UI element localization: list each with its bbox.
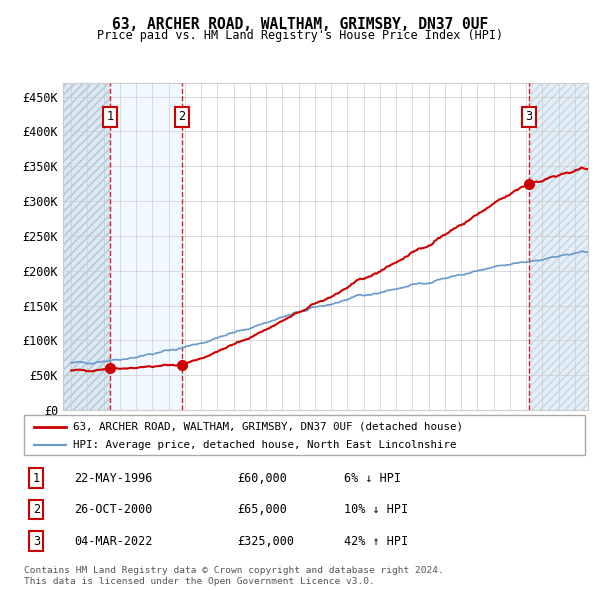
Text: HPI: Average price, detached house, North East Lincolnshire: HPI: Average price, detached house, Nort… bbox=[73, 441, 457, 450]
Text: 6% ↓ HPI: 6% ↓ HPI bbox=[344, 471, 401, 484]
Bar bbox=[63, 83, 110, 410]
Text: 04-MAR-2022: 04-MAR-2022 bbox=[74, 535, 153, 548]
Text: 1: 1 bbox=[33, 471, 40, 484]
Text: 42% ↑ HPI: 42% ↑ HPI bbox=[344, 535, 408, 548]
Text: 10% ↓ HPI: 10% ↓ HPI bbox=[344, 503, 408, 516]
Text: 3: 3 bbox=[33, 535, 40, 548]
Text: 1: 1 bbox=[106, 110, 113, 123]
Text: Price paid vs. HM Land Registry's House Price Index (HPI): Price paid vs. HM Land Registry's House … bbox=[97, 30, 503, 42]
Text: 63, ARCHER ROAD, WALTHAM, GRIMSBY, DN37 0UF: 63, ARCHER ROAD, WALTHAM, GRIMSBY, DN37 … bbox=[112, 17, 488, 31]
Text: 3: 3 bbox=[526, 110, 533, 123]
Text: £60,000: £60,000 bbox=[237, 471, 287, 484]
FancyBboxPatch shape bbox=[24, 415, 585, 455]
Bar bbox=[529, 83, 588, 410]
Text: 22-MAY-1996: 22-MAY-1996 bbox=[74, 471, 153, 484]
Text: This data is licensed under the Open Government Licence v3.0.: This data is licensed under the Open Gov… bbox=[24, 577, 375, 586]
Text: 2: 2 bbox=[33, 503, 40, 516]
Bar bbox=[529, 83, 588, 410]
Text: £325,000: £325,000 bbox=[237, 535, 294, 548]
Text: 26-OCT-2000: 26-OCT-2000 bbox=[74, 503, 153, 516]
Text: 2: 2 bbox=[178, 110, 185, 123]
Text: Contains HM Land Registry data © Crown copyright and database right 2024.: Contains HM Land Registry data © Crown c… bbox=[24, 566, 444, 575]
Bar bbox=[110, 83, 182, 410]
Text: 63, ARCHER ROAD, WALTHAM, GRIMSBY, DN37 0UF (detached house): 63, ARCHER ROAD, WALTHAM, GRIMSBY, DN37 … bbox=[73, 422, 463, 432]
Text: £65,000: £65,000 bbox=[237, 503, 287, 516]
